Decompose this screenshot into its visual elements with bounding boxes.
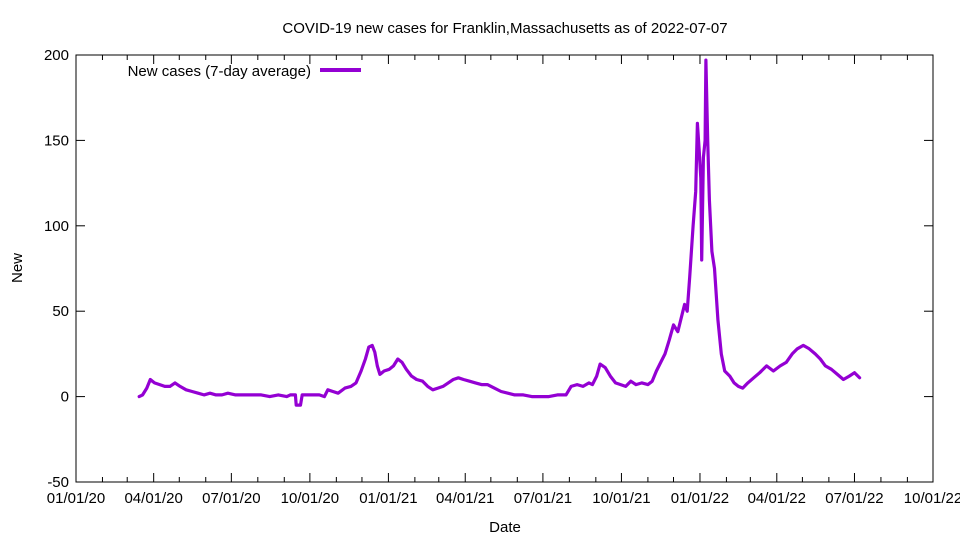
y-tick-label: 150: [44, 132, 69, 149]
x-tick-label: 07/01/22: [825, 490, 883, 507]
y-tick-label: -50: [47, 474, 69, 491]
y-tick-label: 50: [52, 303, 69, 320]
x-tick-label: 07/01/21: [514, 490, 572, 507]
x-tick-label: 01/01/20: [47, 490, 105, 507]
x-tick-label: 04/01/20: [124, 490, 182, 507]
y-axis-label: New: [9, 253, 26, 283]
x-tick-label: 10/01/22: [904, 490, 960, 507]
y-tick-label: 200: [44, 47, 69, 64]
plot-border: [75, 54, 934, 483]
x-tick-label: 01/01/22: [671, 490, 729, 507]
legend-label: New cases (7-day average): [128, 63, 311, 80]
y-tick-label: 100: [44, 218, 69, 235]
x-tick-label: 10/01/20: [281, 490, 339, 507]
series-lines: [137, 58, 862, 407]
x-tick-label: 10/01/21: [592, 490, 650, 507]
y-axis-ticks: -50 0 50 100 150 200: [44, 47, 933, 491]
x-axis-ticks: 01/01/20 04/01/20 07/01/20 10/01/20 01/01/21…: [47, 55, 960, 507]
chart-title: COVID-19 new cases for Franklin,Massachu…: [282, 20, 727, 37]
x-tick-label: 04/01/21: [436, 490, 494, 507]
plot-frame: [75, 54, 934, 483]
x-tick-label: 01/01/21: [359, 490, 417, 507]
y-tick-label: 0: [61, 389, 69, 406]
x-tick-label: 07/01/20: [202, 490, 260, 507]
legend: New cases (7-day average): [128, 63, 361, 80]
series-line-0: [137, 58, 862, 407]
x-tick-label: 04/01/22: [748, 490, 806, 507]
x-axis-label: Date: [489, 519, 521, 536]
